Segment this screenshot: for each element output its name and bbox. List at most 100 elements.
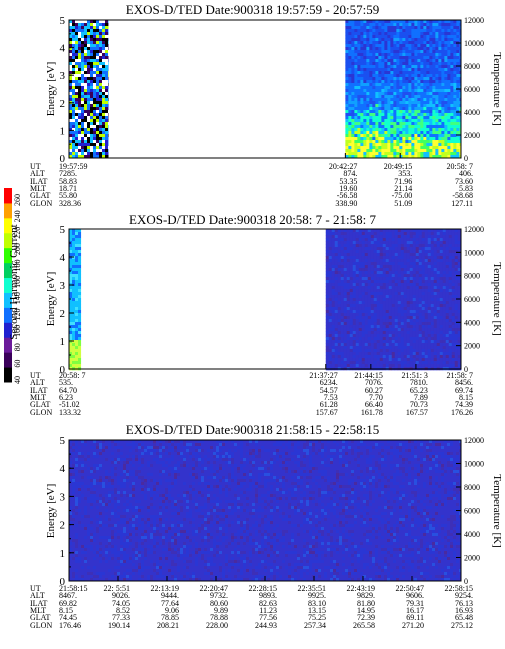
info-value: 81.80 (357, 598, 375, 608)
info-value: 71.96 (394, 176, 413, 186)
colorbar-segment (4, 188, 12, 204)
info-row-label: GLAT (30, 613, 51, 623)
energy-tick-label: 3 (60, 70, 66, 82)
info-value: 9254. (455, 591, 473, 601)
info-value: 7.70 (368, 392, 383, 402)
temperature-tick-label: 12000 (464, 225, 484, 234)
temperature-tick-label: 0 (464, 577, 468, 586)
orbit-info-table: UT ALT ILAT MLT GLAT GLON 21:58:15 8467. 69.82 8.… (0, 584, 505, 631)
info-value: 127.11 (451, 198, 473, 208)
temperature-tick-label: 8000 (464, 272, 480, 281)
info-row-label: ILAT (30, 385, 48, 395)
info-row-label: ALT (30, 169, 45, 179)
info-value: 9732. (210, 591, 228, 601)
colorbar-tick-label: 80 (13, 343, 22, 351)
colorbar-tick-label: 260 (13, 194, 22, 206)
info-value: 69.74 (455, 385, 473, 395)
info-value: 77.33 (112, 613, 130, 623)
info-value: 65.48 (455, 613, 473, 623)
info-row-label: UT (30, 371, 41, 380)
energy-tick-label: 1 (60, 548, 66, 560)
info-value: 7076. (364, 378, 383, 388)
temperature-tick-label: 0 (464, 154, 468, 163)
info-value: 8.52 (116, 605, 130, 615)
info-value: 8467. (59, 591, 77, 601)
info-value: 22:43:19 (346, 584, 375, 593)
colorbar-segment (4, 352, 12, 368)
energy-tick-label: 2 (60, 308, 66, 320)
info-value: 7.53 (323, 392, 338, 402)
colorbar-graphic: 40 60 80 100 120 140 160 180 200 220 240 260 (4, 188, 22, 384)
info-value: 19.60 (339, 183, 358, 193)
panel-title: EXOS-D/TED Date:900318 19:57:59 - 20:57:… (125, 2, 380, 17)
colorbar-tick-label: 160 (13, 276, 22, 288)
info-value: 76.13 (455, 598, 473, 608)
info-value: 22: 5:51 (103, 584, 130, 593)
info-value: 353. (398, 169, 413, 179)
colorbar-tick-label: 140 (13, 292, 22, 304)
energy-tick-label: 4 (60, 252, 66, 264)
info-value: 54.57 (319, 385, 338, 395)
info-row-label: GLON (30, 407, 53, 417)
info-value: 13.15 (308, 605, 326, 615)
colorbar-segment (4, 367, 12, 383)
energy-tick-label: 2 (60, 98, 66, 110)
info-row-label: ALT (30, 378, 45, 388)
spectrogram-data (69, 229, 82, 371)
energy-tick-label: 1 (60, 125, 66, 137)
energy-tick-label: 0 (60, 576, 66, 587)
info-value: 22:13:19 (150, 584, 179, 593)
info-value: 74.05 (112, 598, 130, 608)
colorbar-segment (4, 307, 12, 323)
info-value: 9.89 (214, 605, 228, 615)
info-value: 190.14 (108, 620, 130, 630)
energy-tick-label: 5 (60, 435, 66, 447)
info-value: 20:49:15 (383, 162, 413, 171)
temperature-tick-label: 4000 (464, 108, 480, 117)
info-value: 9829. (357, 591, 375, 601)
info-value: 535. (59, 378, 73, 388)
energy-tick-label: 5 (60, 15, 66, 27)
info-value: 6.23 (59, 392, 73, 402)
colorbar-segment (4, 202, 12, 219)
info-value: 14.95 (357, 605, 375, 615)
info-value: 11.23 (259, 605, 277, 615)
temperature-tick-label: 10000 (464, 460, 484, 469)
colorbar-tick-label: 60 (13, 360, 22, 368)
info-value: 22:28:15 (248, 584, 277, 593)
info-value: 77.56 (259, 613, 277, 623)
info-value: 874. (343, 169, 358, 179)
spectrogram-data (69, 20, 109, 159)
info-value: 65.23 (409, 385, 428, 395)
colorbar-tick-label: 200 (13, 243, 22, 255)
colorbar-tick-label: 40 (13, 376, 22, 384)
energy-tick-label: 5 (60, 224, 66, 236)
info-value: 22:35:51 (297, 584, 326, 593)
info-value: 8.15 (459, 392, 473, 402)
info-value: 22:20:47 (199, 584, 228, 593)
info-value: 21:58:15 (59, 584, 88, 593)
colorbar-segment (4, 247, 12, 264)
colorbar-tick-label: 240 (13, 210, 22, 222)
info-value: 58.83 (59, 176, 77, 186)
spectrogram-plot: 0 1 2 3 4 5 0 2000 4000 6000 8000 10000 12000 (60, 15, 485, 164)
info-value: 51.09 (394, 198, 413, 208)
info-value: 5.83 (459, 183, 473, 193)
info-row-label: GLAT (30, 400, 51, 410)
energy-tick-label: 0 (60, 153, 66, 164)
info-value: 74.45 (59, 613, 77, 623)
info-value: 8.15 (59, 605, 73, 615)
info-value: -56.58 (336, 191, 358, 201)
temperature-tick-label: 6000 (464, 295, 480, 304)
colorbar-segment (4, 337, 12, 353)
info-value: 53.35 (339, 176, 358, 186)
info-value: 406. (459, 169, 473, 179)
info-value: 72.39 (357, 613, 375, 623)
temperature-tick-label: 12000 (464, 436, 484, 445)
spectrogram-data (325, 229, 462, 371)
temperature-tick-label: 6000 (464, 507, 480, 516)
colorbar-tick-label: 100 (13, 325, 22, 337)
info-value: 20:58: 7 (446, 162, 473, 171)
info-value: 21.14 (394, 183, 413, 193)
info-row-label: ILAT (30, 176, 48, 186)
